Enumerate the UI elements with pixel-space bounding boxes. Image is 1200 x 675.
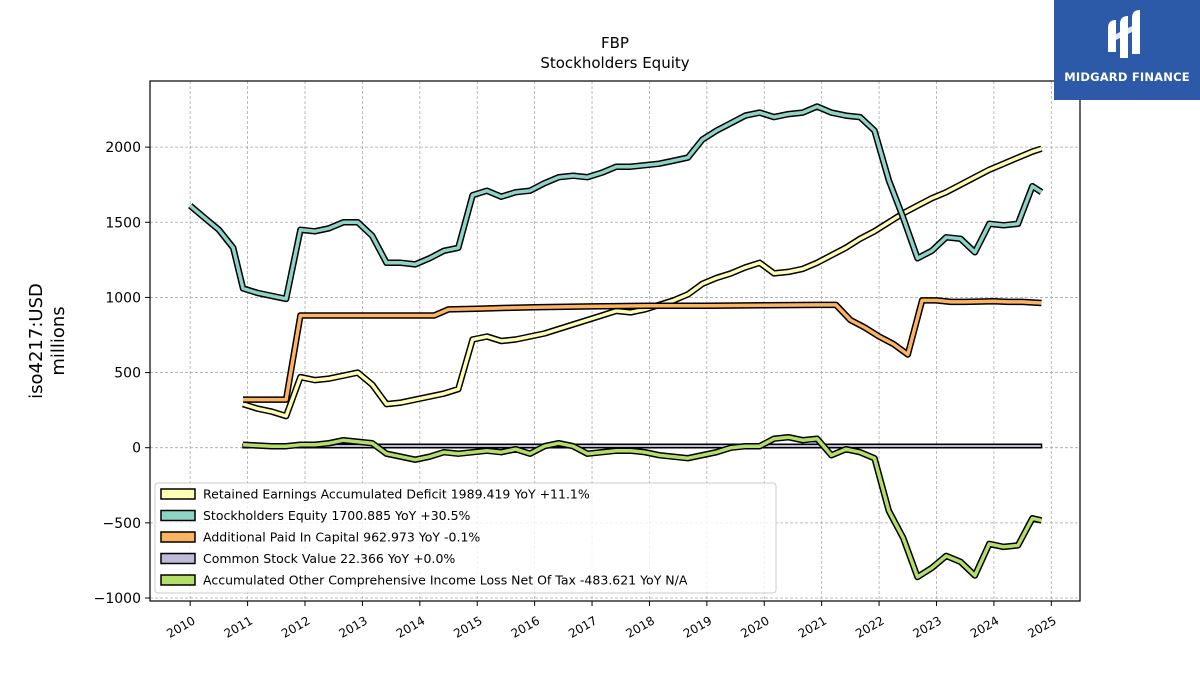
- y-tick-label: 1500: [105, 215, 141, 231]
- legend-label-common-stock-value: Common Stock Value 22.366 YoY +0.0%: [203, 551, 455, 566]
- legend-swatch-accumulated-other-comprehensive-income-loss-net-of-tax: [160, 574, 196, 586]
- x-tick-label: 2012: [279, 613, 312, 640]
- series-line-stockholders-equity: [189, 104, 1043, 301]
- legend-label-additional-paid-in-capital: Additional Paid In Capital 962.973 YoY -…: [203, 530, 480, 545]
- y-axis-label: iso4217:USD millions: [26, 283, 69, 399]
- chart-subtitle: Stockholders Equity: [540, 54, 689, 72]
- midgard-finance-logo: MIDGARD FINANCE: [1054, 0, 1200, 100]
- x-tick-label: 2013: [336, 613, 369, 640]
- x-tick-label: 2016: [509, 613, 542, 640]
- x-tick-label: 2011: [222, 613, 255, 640]
- legend-box: [154, 482, 777, 594]
- y-tick-label: −500: [103, 516, 141, 532]
- legend-swatch-stockholders-equity: [160, 509, 196, 522]
- y-tick-label: 2000: [105, 140, 141, 156]
- y-axis-label-line2: millions: [48, 306, 69, 375]
- x-tick-label: 2024: [968, 613, 1001, 640]
- legend: Retained Earnings Accumulated Deficit 19…: [154, 482, 777, 594]
- chart-title: FBP: [601, 34, 629, 52]
- y-tick-label: 0: [132, 441, 141, 457]
- series-line-accumulated-other-comprehensive-income-loss-net-of-tax: [242, 435, 1042, 579]
- legend-label-retained-earnings-accumulated-deficit: Retained Earnings Accumulated Deficit 19…: [203, 487, 590, 502]
- x-tick-label: 2017: [566, 613, 599, 640]
- plot-frame: [149, 80, 1081, 602]
- midgard-logo-icon: [1108, 10, 1140, 58]
- legend-swatch-common-stock-value: [160, 552, 196, 565]
- legend-label-accumulated-other-comprehensive-income-loss-net-of-tax: Accumulated Other Comprehensive Income L…: [203, 573, 688, 588]
- x-tick-label: 2014: [394, 613, 427, 640]
- series-line-additional-paid-in-capital: [243, 298, 1042, 402]
- x-tick-label: 2021: [796, 613, 829, 640]
- x-tick-label: 2025: [1025, 613, 1058, 640]
- x-tick-label: 2010: [164, 613, 197, 640]
- legend-swatch-retained-earnings-accumulated-deficit: [160, 488, 196, 500]
- x-tick-label: 2018: [623, 613, 656, 640]
- y-tick-label: 1000: [105, 290, 141, 306]
- x-axis-ticks: 2010 2011 2012 2013 2014 2015 2016 2017 2018 2019…: [164, 601, 1059, 641]
- y-tick-label: −1000: [94, 591, 141, 607]
- legend-swatch-additional-paid-in-capital: [160, 531, 196, 543]
- x-tick-label: 2015: [451, 613, 484, 640]
- x-tick-label: 2019: [681, 613, 714, 640]
- x-tick-label: 2020: [738, 613, 771, 640]
- series-outline-stockholders-equity: [188, 103, 1044, 303]
- x-tick-label: 2023: [911, 613, 944, 640]
- x-tick-label: 2022: [853, 613, 886, 640]
- legend-label-stockholders-equity: Stockholders Equity 1700.885 YoY +30.5%: [203, 508, 471, 523]
- y-axis-ticks: 2000 1500 1000 500 0 −500 −1000: [94, 140, 150, 607]
- series-line-retained-earnings-accumulated-deficit: [242, 147, 1043, 418]
- logo-text: MIDGARD FINANCE: [1064, 70, 1190, 84]
- y-tick-label: 500: [114, 366, 141, 382]
- series-lines: [188, 103, 1044, 581]
- y-axis-label-line1: iso4217:USD: [26, 283, 47, 399]
